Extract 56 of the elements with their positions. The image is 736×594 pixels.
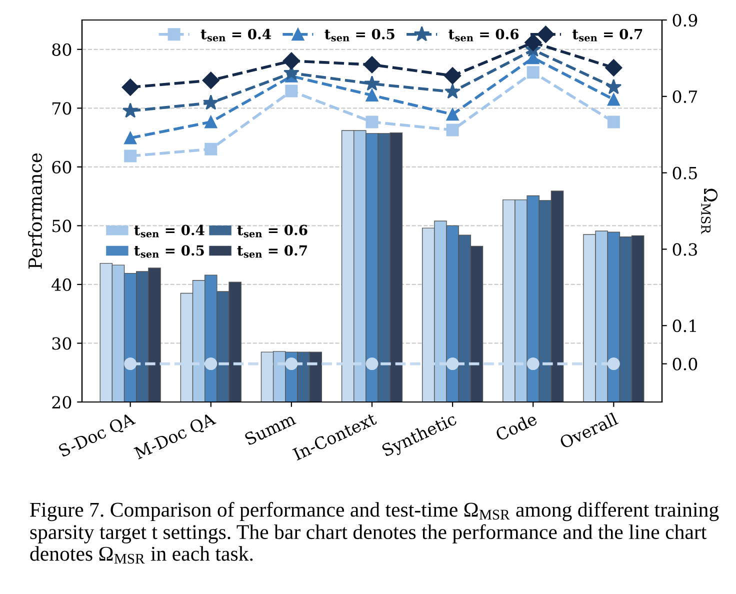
legend-label: t$_{sen}$ = 0.7: [572, 28, 642, 42]
point: [526, 66, 540, 79]
legend-label: t$_{sen}$ = 0.6: [237, 224, 308, 238]
point: [363, 56, 381, 74]
point: [607, 358, 620, 370]
legend-label: t$_{sen}$ = 0.6: [448, 28, 519, 42]
y2-tick-label: 0.5: [672, 166, 697, 180]
point: [282, 52, 300, 70]
point: [446, 108, 459, 121]
legend-label: t$_{sen}$ = 0.4: [134, 224, 204, 238]
point: [446, 124, 459, 136]
y2-tick-label: 0.3: [672, 243, 697, 256]
point: [444, 83, 461, 99]
y2-tick-label: 0.9: [672, 14, 698, 27]
point: [124, 132, 137, 144]
y-tick-label: 80: [52, 43, 72, 56]
y-tick-label: 60: [52, 160, 72, 174]
y-tick-label: 40: [52, 278, 72, 292]
point: [122, 78, 139, 96]
point: [124, 150, 137, 162]
point: [204, 358, 218, 370]
point: [444, 67, 462, 84]
point: [204, 142, 218, 156]
point: [122, 102, 138, 118]
y2-axis-title: Ω$_{MSR}$: [701, 188, 718, 234]
point: [364, 75, 380, 91]
point: [605, 59, 622, 76]
point: [285, 84, 298, 98]
y-tick-label: 20: [52, 396, 72, 409]
point: [606, 78, 622, 94]
y2-tick-label: 0.0: [672, 358, 698, 370]
caption: Figure 7. Comparison of performance and test-time Ω$_{MSR}$ among different training sparsity target t settings. The bar chart denotes the performance and the line chart denotes Ω$_{MSR}$ in each task.: [30, 502, 719, 564]
point: [607, 116, 620, 128]
point: [202, 72, 220, 89]
point: [366, 358, 378, 370]
point: [446, 358, 459, 370]
y2-tick-label: 0.1: [672, 320, 696, 332]
point: [526, 358, 540, 370]
point: [366, 116, 378, 128]
point: [285, 358, 298, 370]
legend-label: t$_{sen}$ = 0.4: [200, 28, 271, 42]
point: [366, 89, 378, 102]
x-tick-label: Code: [494, 412, 538, 442]
legend-label: t$_{sen}$ = 0.5: [324, 28, 394, 42]
y-tick-label: 70: [52, 102, 72, 115]
y2-tick-label: 0.7: [672, 90, 698, 103]
point: [524, 34, 542, 52]
legend-label: t$_{sen}$ = 0.5: [134, 245, 204, 258]
y-axis-title: Performance: [28, 153, 42, 269]
point: [124, 358, 137, 370]
point: [202, 94, 219, 110]
point: [607, 93, 620, 106]
legend-label: t$_{sen}$ = 0.7: [237, 245, 307, 258]
y-tick-label: 30: [52, 337, 72, 350]
y-tick-label: 50: [52, 220, 72, 232]
point: [204, 116, 218, 128]
